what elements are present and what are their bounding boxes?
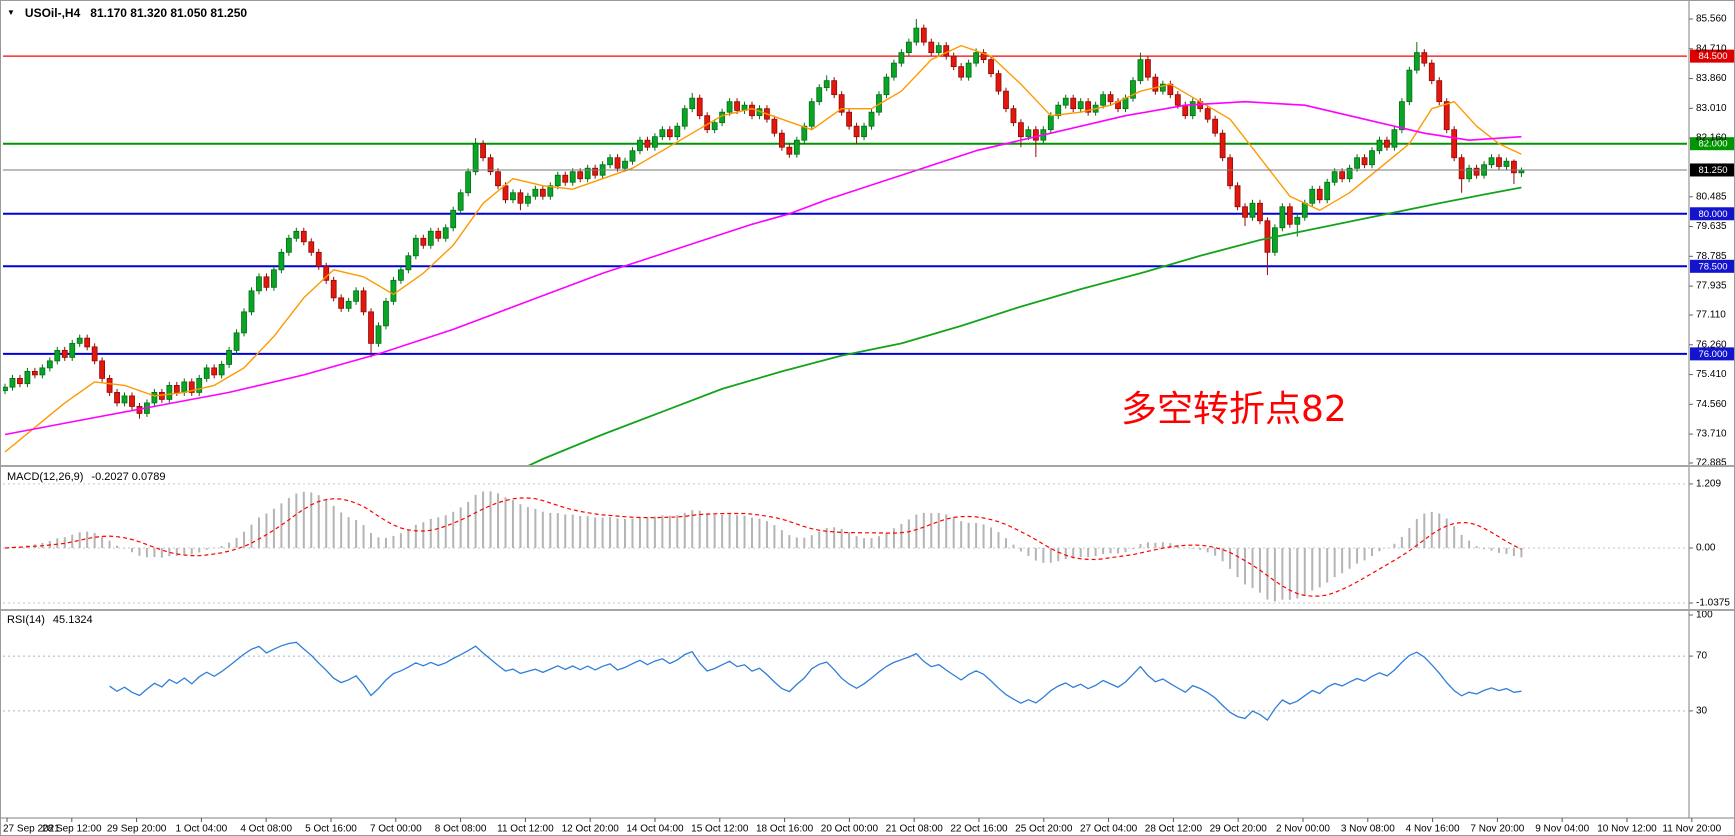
ma-medium-line — [4, 100, 1522, 436]
svg-text:5 Oct 16:00: 5 Oct 16:00 — [305, 824, 357, 835]
panel-divider-macd[interactable] — [1, 465, 1734, 467]
svg-text:82.000: 82.000 — [1698, 139, 1727, 150]
time-axis[interactable] — [1, 818, 1734, 835]
annotation-text: 多空转折点82 — [1121, 389, 1347, 430]
rsi-axis-labels: 100 70 30 — [1689, 610, 1713, 717]
svg-text:72.885: 72.885 — [1696, 458, 1727, 469]
svg-text:0.00: 0.00 — [1696, 543, 1716, 554]
svg-text:84.500: 84.500 — [1698, 51, 1727, 62]
macd-panel — [3, 483, 1687, 604]
price-badge — [1690, 163, 1734, 177]
price-axis[interactable] — [1689, 1, 1734, 818]
rsi-value: 45.1324 — [52, 614, 93, 626]
svg-text:14 Oct 04:00: 14 Oct 04:00 — [626, 824, 684, 835]
svg-text:18 Oct 16:00: 18 Oct 16:00 — [756, 824, 814, 835]
svg-text:70: 70 — [1696, 651, 1708, 662]
svg-text:78.500: 78.500 — [1698, 261, 1727, 272]
macd-values: -0.2027 0.0789 — [91, 471, 166, 483]
svg-text:30: 30 — [1696, 706, 1708, 717]
svg-text:76.000: 76.000 — [1698, 349, 1727, 360]
svg-text:25 Oct 20:00: 25 Oct 20:00 — [1015, 824, 1073, 835]
rsi-line — [109, 641, 1522, 722]
svg-text:1.209: 1.209 — [1696, 479, 1721, 490]
svg-text:3 Nov 08:00: 3 Nov 08:00 — [1341, 824, 1395, 835]
svg-text:12 Oct 20:00: 12 Oct 20:00 — [562, 824, 620, 835]
price-badges: 84.500 82.000 80.000 78.500 76.000 81.250 — [1690, 49, 1734, 361]
svg-text:4 Nov 16:00: 4 Nov 16:00 — [1406, 824, 1460, 835]
svg-text:15 Oct 12:00: 15 Oct 12:00 — [691, 824, 749, 835]
svg-text:7 Oct 00:00: 7 Oct 00:00 — [370, 824, 422, 835]
price-badge — [1690, 137, 1734, 151]
price-badge — [1690, 207, 1734, 221]
svg-text:8 Oct 08:00: 8 Oct 08:00 — [435, 824, 487, 835]
svg-text:2 Nov 00:00: 2 Nov 00:00 — [1276, 824, 1330, 835]
svg-text:80.000: 80.000 — [1698, 209, 1727, 220]
svg-text:82.160: 82.160 — [1696, 133, 1727, 144]
svg-text:20 Oct 00:00: 20 Oct 00:00 — [821, 824, 879, 835]
rsi-header: RSI(14) 45.1324 — [7, 614, 93, 626]
svg-text:1 Oct 04:00: 1 Oct 04:00 — [176, 824, 228, 835]
macd-header: MACD(12,26,9) -0.2027 0.0789 — [7, 471, 165, 483]
svg-text:27 Sep 2021: 27 Sep 2021 — [3, 824, 60, 835]
macd-title: MACD(12,26,9) — [7, 471, 84, 483]
price-badge — [1690, 49, 1734, 63]
svg-text:77.935: 77.935 — [1696, 281, 1727, 292]
svg-text:11 Oct 12:00: 11 Oct 12:00 — [497, 824, 554, 835]
rsi-panel — [3, 641, 1687, 722]
price-badge — [1690, 259, 1734, 273]
svg-text:21 Oct 08:00: 21 Oct 08:00 — [886, 824, 944, 835]
ma-fast-line — [4, 44, 1522, 453]
candles-layer — [3, 19, 1525, 419]
chart-header: ▼ USOil-,H4 81.170 81.320 81.050 81.250 — [7, 6, 247, 20]
svg-text:28 Sep 12:00: 28 Sep 12:00 — [42, 824, 102, 835]
svg-text:27 Oct 04:00: 27 Oct 04:00 — [1080, 824, 1138, 835]
svg-text:11 Nov 20:00: 11 Nov 20:00 — [1662, 824, 1721, 835]
svg-text:9 Nov 04:00: 9 Nov 04:00 — [1535, 824, 1589, 835]
svg-text:85.560: 85.560 — [1696, 14, 1727, 25]
svg-text:79.635: 79.635 — [1696, 221, 1727, 232]
macd-signal-line — [4, 497, 1522, 597]
svg-text:78.785: 78.785 — [1696, 251, 1727, 262]
svg-text:77.110: 77.110 — [1696, 310, 1726, 321]
svg-text:75.410: 75.410 — [1696, 369, 1727, 380]
macd-histogram — [11, 491, 1523, 602]
svg-text:74.560: 74.560 — [1696, 399, 1727, 410]
svg-text:-1.0375: -1.0375 — [1696, 598, 1730, 609]
svg-text:80.485: 80.485 — [1696, 191, 1727, 202]
ma-slow-line — [527, 186, 1522, 465]
price-badge — [1690, 347, 1734, 361]
svg-text:4 Oct 08:00: 4 Oct 08:00 — [240, 824, 292, 835]
ohlc-values: 81.170 81.320 81.050 81.250 — [90, 6, 248, 20]
panel-divider-rsi[interactable] — [1, 609, 1734, 611]
svg-text:83.010: 83.010 — [1696, 103, 1727, 114]
rsi-title: RSI(14) — [7, 614, 45, 626]
svg-text:7 Nov 20:00: 7 Nov 20:00 — [1470, 824, 1524, 835]
svg-text:100: 100 — [1696, 610, 1713, 621]
svg-text:22 Oct 16:00: 22 Oct 16:00 — [950, 824, 1008, 835]
svg-text:73.710: 73.710 — [1696, 429, 1727, 440]
svg-text:29 Sep 20:00: 29 Sep 20:00 — [107, 824, 167, 835]
svg-text:84.710: 84.710 — [1696, 43, 1727, 54]
symbol-title: USOil-,H4 — [24, 6, 81, 20]
svg-text:83.860: 83.860 — [1696, 73, 1727, 84]
svg-text:28 Oct 12:00: 28 Oct 12:00 — [1145, 824, 1203, 835]
svg-text:10 Nov 12:00: 10 Nov 12:00 — [1597, 824, 1657, 835]
symbol-dropdown-icon[interactable]: ▼ — [7, 8, 15, 17]
macd-axis-labels: 1.209 0.00 -1.0375 — [1689, 479, 1730, 609]
svg-text:29 Oct 20:00: 29 Oct 20:00 — [1210, 824, 1268, 835]
price-axis-labels: 85.560 84.710 83.860 83.010 82.160 80.485 79.6… — [1689, 14, 1727, 469]
svg-text:81.250: 81.250 — [1698, 165, 1727, 176]
svg-text:76.260: 76.260 — [1696, 339, 1727, 350]
main-panel — [3, 19, 1687, 465]
